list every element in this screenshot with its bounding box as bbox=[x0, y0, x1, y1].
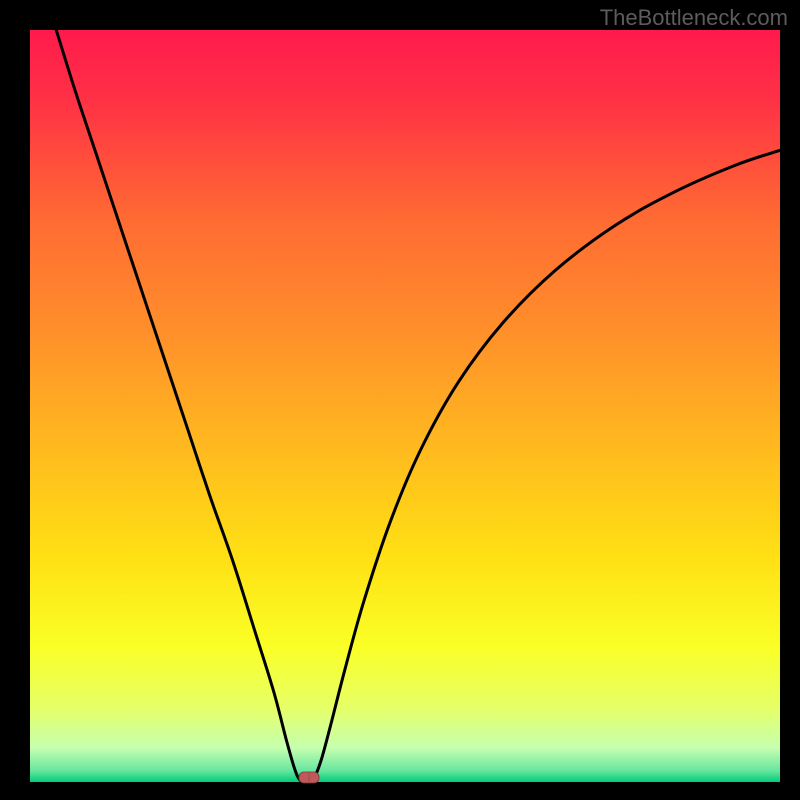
chart-stage: TheBottleneck.com bbox=[0, 0, 800, 800]
plot-background bbox=[30, 30, 780, 782]
watermark-text: TheBottleneck.com bbox=[600, 5, 788, 31]
